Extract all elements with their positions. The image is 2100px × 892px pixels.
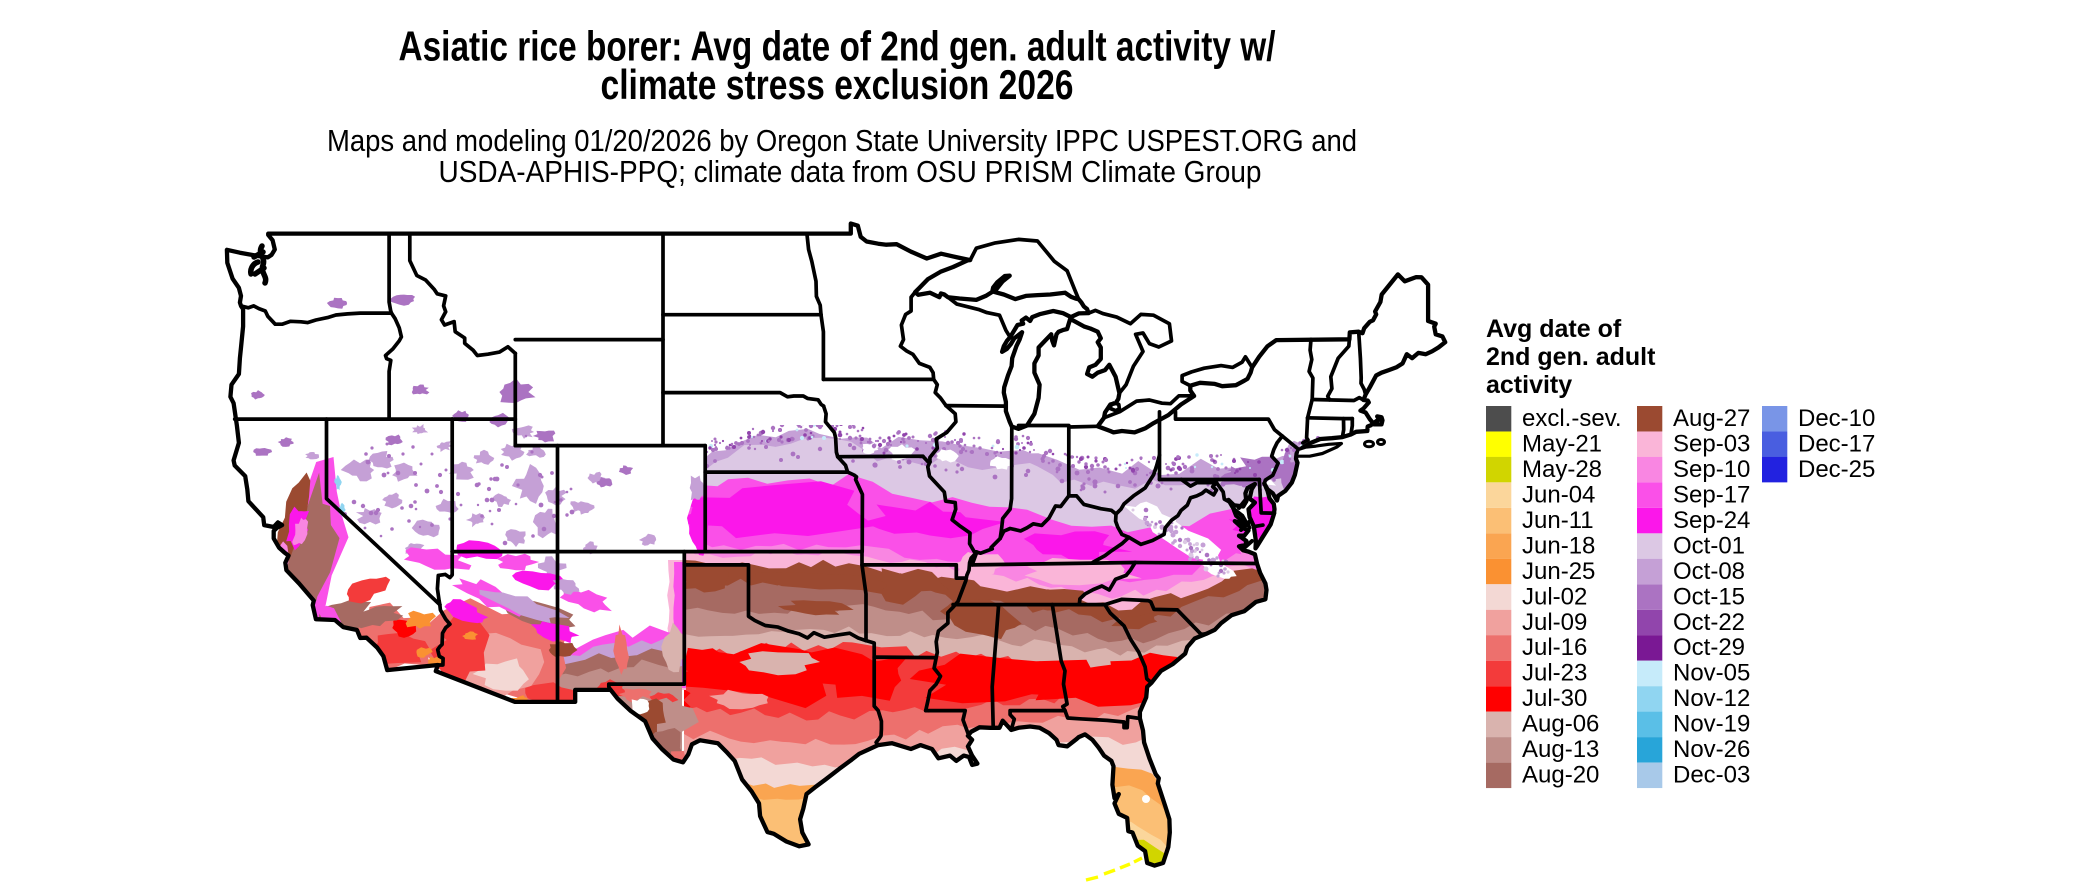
svg-text:Oct-01: Oct-01 [1673, 532, 1745, 559]
svg-text:Nov-26: Nov-26 [1673, 736, 1750, 763]
svg-text:Oct-08: Oct-08 [1673, 558, 1745, 585]
svg-text:USDA-APHIS-PPQ; climate data f: USDA-APHIS-PPQ; climate data from OSU PR… [439, 154, 1262, 189]
svg-text:climate stress exclusion 2026: climate stress exclusion 2026 [601, 61, 1074, 108]
svg-text:Dec-10: Dec-10 [1798, 405, 1875, 432]
svg-text:Jul-02: Jul-02 [1522, 583, 1587, 610]
svg-text:Sep-24: Sep-24 [1673, 507, 1750, 534]
svg-text:Nov-19: Nov-19 [1673, 711, 1750, 738]
svg-text:Dec-17: Dec-17 [1798, 431, 1875, 458]
svg-text:Asiatic rice borer: Avg date o: Asiatic rice borer: Avg date of 2nd gen.… [399, 23, 1276, 70]
svg-text:Sep-10: Sep-10 [1673, 456, 1750, 483]
svg-text:May-28: May-28 [1522, 456, 1602, 483]
svg-text:Nov-05: Nov-05 [1673, 660, 1750, 687]
svg-text:Jun-25: Jun-25 [1522, 558, 1595, 585]
svg-text:Jun-11: Jun-11 [1522, 507, 1594, 534]
svg-text:2nd gen. adult: 2nd gen. adult [1486, 343, 1656, 371]
svg-text:Jul-09: Jul-09 [1522, 609, 1587, 636]
svg-text:Oct-15: Oct-15 [1673, 583, 1745, 610]
svg-text:activity: activity [1486, 371, 1572, 399]
svg-text:Oct-22: Oct-22 [1673, 609, 1745, 636]
svg-text:Jul-23: Jul-23 [1522, 660, 1587, 687]
svg-text:Aug-27: Aug-27 [1673, 405, 1750, 432]
svg-text:Dec-25: Dec-25 [1798, 456, 1875, 483]
svg-text:excl.-sev.: excl.-sev. [1522, 405, 1622, 432]
svg-text:Jul-30: Jul-30 [1522, 685, 1587, 712]
svg-text:Jun-18: Jun-18 [1522, 532, 1595, 559]
svg-text:Sep-17: Sep-17 [1673, 481, 1750, 508]
svg-text:Aug-13: Aug-13 [1522, 736, 1599, 763]
svg-text:Aug-20: Aug-20 [1522, 762, 1599, 789]
svg-text:Oct-29: Oct-29 [1673, 634, 1745, 661]
svg-text:Dec-03: Dec-03 [1673, 762, 1750, 789]
svg-text:Jul-16: Jul-16 [1522, 634, 1587, 661]
svg-text:May-21: May-21 [1522, 431, 1602, 458]
svg-text:Avg date of: Avg date of [1486, 315, 1622, 343]
svg-text:Nov-12: Nov-12 [1673, 685, 1750, 712]
svg-text:Sep-03: Sep-03 [1673, 431, 1750, 458]
svg-text:Aug-06: Aug-06 [1522, 711, 1599, 738]
svg-text:Maps and modeling 01/20/2026 b: Maps and modeling 01/20/2026 by Oregon S… [327, 123, 1357, 158]
svg-text:Jun-04: Jun-04 [1522, 481, 1595, 508]
